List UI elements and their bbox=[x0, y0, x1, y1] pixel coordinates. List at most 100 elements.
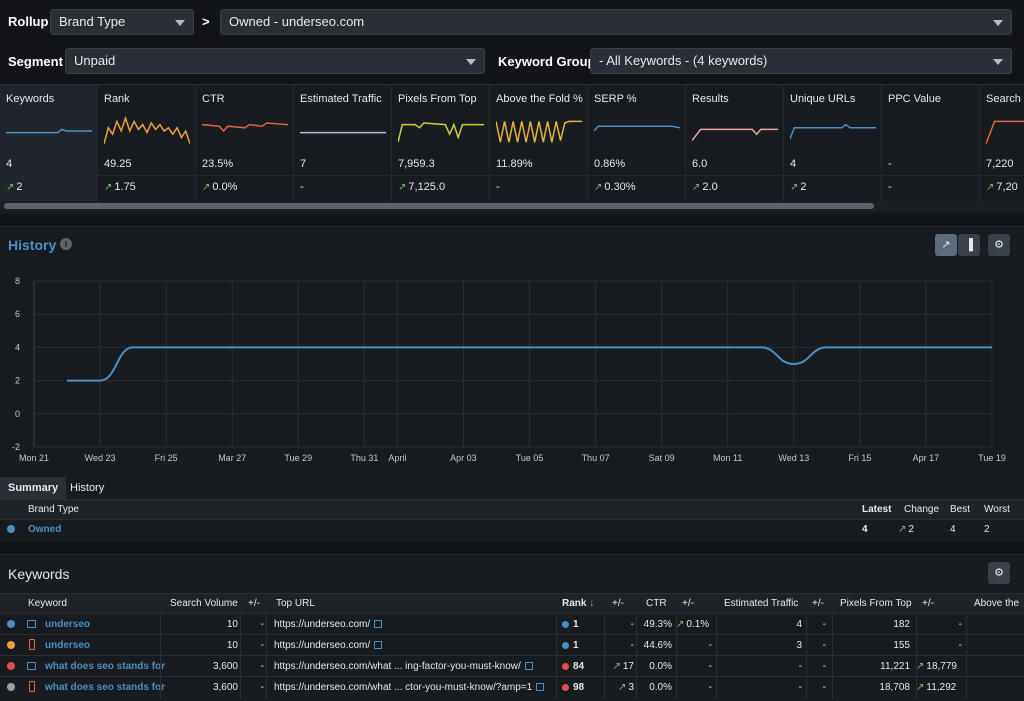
table-row[interactable]: underseo 10- https://underseo.com/1-44.6% -… bbox=[0, 634, 1024, 656]
traffic-change: - bbox=[822, 619, 826, 630]
metric-change-value: 2 bbox=[800, 181, 807, 193]
rollup-label: Rollup bbox=[8, 14, 49, 29]
keyword-link[interactable]: underseo bbox=[45, 619, 91, 630]
column-divider bbox=[604, 656, 605, 677]
rank-value: 1 bbox=[573, 619, 579, 630]
summary-latest: 4 bbox=[862, 524, 868, 535]
col-pm3: +/- bbox=[682, 598, 694, 609]
col-top-url[interactable]: Top URL bbox=[276, 598, 315, 609]
column-divider bbox=[636, 656, 637, 677]
metric-serp-[interactable]: SERP % 0.86% ↗ 0.30% bbox=[588, 85, 686, 201]
metric-ppc-value[interactable]: PPC Value - - bbox=[882, 85, 980, 201]
row-dot-wrap bbox=[7, 635, 15, 656]
metric-results[interactable]: Results 6.0 ↗ 2.0 bbox=[686, 85, 784, 201]
search-volume: 3,600 bbox=[212, 661, 238, 672]
metric-value: 4 bbox=[6, 158, 13, 170]
col-rank[interactable]: Rank ↓ bbox=[562, 594, 594, 614]
top-url: https://underseo.com/what ... ing-factor… bbox=[274, 656, 533, 677]
rollup-select[interactable]: Brand Type bbox=[50, 9, 194, 35]
ctr-value: 0.0% bbox=[649, 661, 672, 672]
column-divider bbox=[266, 656, 267, 677]
metric-change: - bbox=[888, 181, 892, 193]
keyword-link[interactable]: what does seo stands for bbox=[45, 682, 166, 693]
metric-value: 6.0 bbox=[692, 158, 708, 170]
rank-change: - bbox=[630, 619, 634, 630]
metric-keywords[interactable]: Keywords 4 ↗ 2 bbox=[0, 85, 98, 201]
summary-owned[interactable]: Owned bbox=[28, 524, 62, 535]
metric-ctr[interactable]: CTR 23.5% ↗ 0.0% bbox=[196, 85, 294, 201]
column-divider bbox=[556, 656, 557, 677]
metric-value: 7,220 bbox=[986, 158, 1014, 170]
tab-history[interactable]: History bbox=[70, 482, 105, 494]
info-icon[interactable]: i bbox=[60, 238, 72, 250]
external-link-icon[interactable] bbox=[374, 641, 383, 650]
metric-unique-urls[interactable]: Unique URLs 4 ↗ 2 bbox=[784, 85, 882, 201]
column-divider bbox=[266, 614, 267, 635]
keyword-link[interactable]: what does seo stands for bbox=[45, 661, 166, 672]
y-tick-label: 6 bbox=[15, 309, 20, 319]
top-url: https://underseo.com/ bbox=[274, 614, 383, 635]
table-row[interactable]: what does seo stands for 3,600- https://un… bbox=[0, 676, 1024, 698]
ctr-value: 0.0% bbox=[649, 682, 672, 693]
metric-change-value: 0.0% bbox=[212, 181, 238, 193]
sparkline-path bbox=[6, 128, 92, 134]
tab-summary[interactable]: Summary bbox=[0, 477, 67, 499]
x-tick-label: Tue 05 bbox=[516, 453, 544, 463]
col-above-fold[interactable]: Above the bbox=[974, 598, 1020, 609]
gear-icon[interactable]: ⚙ bbox=[988, 562, 1010, 584]
gear-icon[interactable]: ⚙ bbox=[988, 234, 1010, 256]
metric-search[interactable]: Search 7,220 ↗ 7,20 bbox=[980, 85, 1024, 201]
rank-dot bbox=[562, 641, 569, 649]
metric-value: 4 bbox=[790, 158, 797, 170]
col-pixels[interactable]: Pixels From Top bbox=[840, 598, 912, 609]
col-search-volume[interactable]: Search Volume bbox=[170, 598, 238, 609]
metric-rank[interactable]: Rank 49.25 ↗ 1.75 bbox=[98, 85, 196, 201]
column-divider bbox=[240, 614, 241, 635]
metric-pixels-from-top[interactable]: Pixels From Top 7,959.3 ↗ 7,125.0 bbox=[392, 85, 490, 201]
column-divider bbox=[240, 677, 241, 698]
sparkline bbox=[104, 115, 190, 145]
metric-label: Above the Fold % bbox=[496, 93, 583, 105]
pixels-value: 18,708 bbox=[879, 682, 910, 693]
column-divider bbox=[716, 635, 717, 656]
series-dot bbox=[7, 662, 15, 671]
external-link-icon[interactable] bbox=[524, 662, 533, 671]
metric-estimated-traffic[interactable]: Estimated Traffic 7 - bbox=[294, 85, 392, 201]
series-dot bbox=[7, 525, 15, 534]
col-keyword[interactable]: Keyword bbox=[28, 598, 67, 609]
table-row[interactable]: what does seo stands for 3,600- https://un… bbox=[0, 655, 1024, 677]
external-link-icon[interactable] bbox=[374, 620, 383, 629]
keyword-group-select[interactable]: - All Keywords - (4 keywords) bbox=[590, 48, 1012, 74]
metric-above-the-fold-[interactable]: Above the Fold % 11.89% - bbox=[490, 85, 588, 201]
bar-chart-icon[interactable]: ▐ bbox=[958, 234, 980, 256]
external-link-icon[interactable] bbox=[536, 683, 545, 692]
col-est-traffic[interactable]: Estimated Traffic bbox=[724, 598, 799, 609]
line-chart-icon[interactable]: ↗ bbox=[935, 234, 957, 256]
metric-change-value: 2.0 bbox=[702, 181, 718, 193]
x-tick-label: Mar 27 bbox=[218, 453, 246, 463]
rollup-target-select[interactable]: Owned - underseo.com bbox=[220, 9, 1012, 35]
metrics-scrollbar[interactable] bbox=[4, 203, 874, 209]
metric-value: 0.86% bbox=[594, 158, 626, 170]
traffic-value: 4 bbox=[796, 619, 802, 630]
metric-change: - bbox=[496, 181, 500, 193]
ctr-value: 49.3% bbox=[643, 619, 672, 630]
metric-change: ↗ 0.30% bbox=[594, 181, 636, 193]
table-row[interactable]: underseo 10- https://underseo.com/1-49.3% ↗… bbox=[0, 613, 1024, 635]
sparkline bbox=[398, 122, 484, 143]
metric-label: Unique URLs bbox=[790, 93, 856, 105]
metric-change: - bbox=[300, 181, 304, 193]
keyword-link[interactable]: underseo bbox=[45, 640, 91, 651]
column-divider bbox=[240, 635, 241, 656]
column-divider bbox=[832, 656, 833, 677]
metric-value: 23.5% bbox=[202, 158, 234, 170]
summary-best: 4 bbox=[950, 524, 956, 535]
chevron-down-icon bbox=[993, 59, 1003, 65]
segment-select[interactable]: Unpaid bbox=[65, 48, 485, 74]
traffic-change: - bbox=[822, 640, 826, 651]
summary-change: 2 bbox=[908, 524, 914, 535]
column-divider bbox=[604, 635, 605, 656]
rollup-arrow: > bbox=[202, 14, 210, 29]
col-ctr[interactable]: CTR bbox=[646, 598, 667, 609]
sparkline bbox=[692, 128, 778, 142]
